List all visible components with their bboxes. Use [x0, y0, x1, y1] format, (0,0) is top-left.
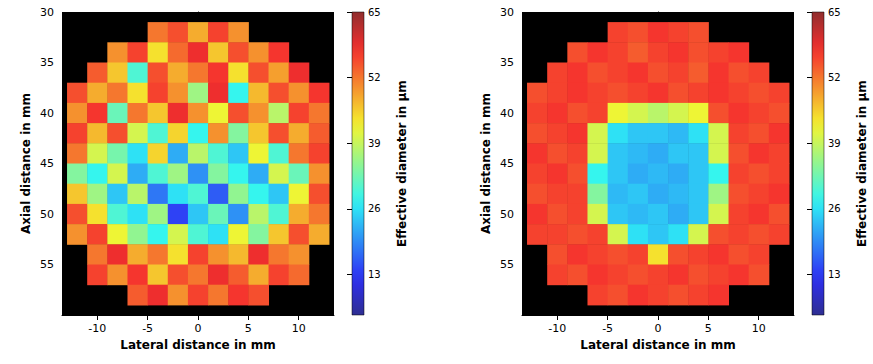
svg-text:0: 0: [655, 322, 662, 335]
svg-text:39: 39: [368, 138, 381, 149]
svg-text:-10: -10: [548, 322, 566, 335]
svg-text:-5: -5: [142, 322, 153, 335]
svg-text:35: 35: [500, 56, 514, 69]
svg-text:Axial distance in mm: Axial distance in mm: [479, 93, 493, 234]
svg-text:65: 65: [368, 7, 381, 18]
svg-text:13: 13: [368, 269, 381, 280]
svg-text:40: 40: [40, 107, 54, 120]
svg-text:-5: -5: [602, 322, 613, 335]
svg-text:13: 13: [828, 269, 841, 280]
svg-text:10: 10: [752, 322, 766, 335]
svg-text:26: 26: [368, 203, 381, 214]
svg-text:45: 45: [40, 157, 54, 170]
svg-text:65: 65: [828, 7, 841, 18]
svg-text:50: 50: [40, 208, 54, 221]
svg-text:35: 35: [40, 56, 54, 69]
svg-text:Effective diameter in µm: Effective diameter in µm: [855, 80, 869, 247]
svg-text:Lateral distance in mm: Lateral distance in mm: [120, 338, 275, 352]
svg-text:30: 30: [500, 6, 514, 19]
svg-text:30: 30: [40, 6, 54, 19]
svg-text:52: 52: [828, 72, 841, 83]
svg-text:10: 10: [292, 322, 306, 335]
svg-text:-10: -10: [88, 322, 106, 335]
svg-text:50: 50: [500, 208, 514, 221]
svg-text:5: 5: [705, 322, 712, 335]
svg-text:52: 52: [368, 72, 381, 83]
svg-text:45: 45: [500, 157, 514, 170]
svg-text:5: 5: [245, 322, 252, 335]
svg-text:55: 55: [40, 258, 54, 271]
svg-text:26: 26: [828, 203, 841, 214]
svg-text:55: 55: [500, 258, 514, 271]
svg-text:Axial distance in mm: Axial distance in mm: [19, 93, 33, 234]
svg-text:39: 39: [828, 138, 841, 149]
svg-text:Lateral distance in mm: Lateral distance in mm: [580, 338, 735, 352]
svg-text:Effective diameter in µm: Effective diameter in µm: [395, 80, 409, 247]
svg-text:0: 0: [195, 322, 202, 335]
svg-text:40: 40: [500, 107, 514, 120]
